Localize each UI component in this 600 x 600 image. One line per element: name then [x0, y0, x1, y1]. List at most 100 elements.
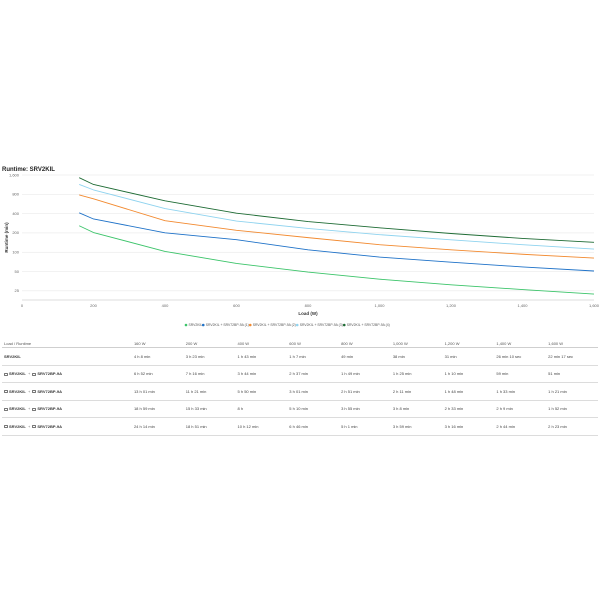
runtime-cell: 3 h 8 min — [390, 400, 443, 418]
plus-sign: + — [26, 406, 32, 412]
legend-label: SRV2KIL + SRV72BP-9A (1) — [206, 323, 249, 327]
x-tick-label: 1,000 — [374, 303, 385, 308]
runtime-cell: 1 h 43 min — [235, 347, 288, 366]
runtime-cell: 3 h 59 min — [390, 417, 443, 436]
ups-unit-icon — [32, 390, 37, 394]
chart-title: Runtime: SRV2KIL — [2, 167, 55, 173]
table-header-label: Load / Runtime — [2, 339, 132, 348]
x-axis-title: Load (W) — [298, 311, 318, 316]
runtime-cell: 2 h 37 min — [287, 365, 340, 383]
legend-item-4[interactable]: SRV2KIL + SRV72BP-9A (3) — [295, 323, 343, 327]
runtime-cell: 1 h 49 min — [339, 365, 391, 383]
runtime-cell: 7 h 16 min — [183, 365, 236, 383]
legend-item-1[interactable]: SRV2KIL — [184, 323, 203, 327]
legend-label: SRV2KIL — [189, 323, 203, 327]
y-axis-ticks: 25 50 100 200 400 800 1,600 — [9, 172, 20, 293]
x-tick-label: 600 — [233, 303, 240, 308]
runtime-cell: 1 h 52 min — [546, 400, 598, 418]
runtime-cell: 5 h 10 min — [287, 400, 340, 418]
series-lines — [79, 177, 595, 295]
row-model-name: SRV2KIL — [9, 423, 26, 429]
runtime-cell: 2 h 51 min — [339, 382, 391, 401]
runtime-cell: 6 h 46 min — [287, 417, 340, 436]
table-header-load: 1,400 W — [494, 339, 547, 348]
row-config-cell: SRV2KIL + SRV72BP-9A — [2, 382, 132, 401]
runtime-cell: 15 h 33 min — [183, 400, 236, 418]
series-line-2 — [79, 212, 595, 272]
runtime-cell: 31 min — [442, 347, 495, 366]
runtime-cell: 13 h 01 min — [131, 382, 184, 401]
table-header-load: 1,200 W — [442, 339, 495, 348]
ups-unit-icon — [32, 407, 37, 411]
row-addon-name: SRV72BP-9A — [37, 406, 62, 412]
runtime-cell: 51 min — [546, 365, 598, 383]
table-header-load: 400 W — [235, 339, 288, 348]
table-body: SRV2KIL 4 h 8 min 3 h 23 min 1 h 43 min 1 h … — [2, 347, 598, 436]
row-config-cell: SRV2KIL — [2, 347, 132, 366]
ups-unit-icon — [32, 425, 37, 429]
y-tick-label: 100 — [12, 250, 19, 255]
y-tick-label: 800 — [12, 192, 19, 197]
table-row: SRV2KIL + SRV72BP-9A 24 h 14 min 18 h 51 m… — [2, 417, 598, 436]
runtime-cell: 22 min 17 sec — [546, 347, 598, 366]
runtime-cell: 1 h 33 min — [494, 382, 547, 401]
table-header-load: 600 W — [287, 339, 340, 348]
legend-item-5[interactable]: SRV2KIL + SRV72BP-9A (4) — [342, 323, 390, 327]
row-model-name: SRV2KIL — [4, 353, 21, 359]
runtime-cell: 1 h 21 min — [546, 382, 598, 401]
y-tick-label: 1,600 — [9, 172, 20, 177]
table-header-load: 800 W — [339, 339, 391, 348]
chart-legend: SRV2KIL SRV2KIL + SRV72BP-9A (1) SRV2KIL +… — [184, 323, 390, 327]
row-config-cell: SRV2KIL + SRV72BP-9A — [2, 417, 132, 436]
row-addon-name: SRV72BP-9A — [37, 388, 62, 394]
x-tick-label: 400 — [162, 303, 169, 308]
ups-unit-icon — [32, 372, 37, 376]
table-header-load: 1,600 W — [546, 339, 598, 348]
plus-sign: + — [26, 423, 32, 429]
legend-item-2[interactable]: SRV2KIL + SRV72BP-9A (1) — [201, 323, 249, 327]
table-row: SRV2KIL 4 h 8 min 3 h 23 min 1 h 43 min 1 h … — [2, 347, 598, 366]
row-config-cell: SRV2KIL + SRV72BP-9A — [2, 400, 132, 418]
legend-swatch — [295, 323, 299, 327]
x-tick-label: 1,600 — [589, 303, 600, 308]
series-line-4 — [79, 184, 595, 250]
runtime-cell: 1 h 48 min — [442, 382, 495, 401]
table-row: SRV2KIL + SRV72BP-9A 13 h 01 min 11 h 21 m… — [2, 382, 598, 401]
legend-label: SRV2KIL + SRV72BP-9A (2) — [253, 323, 296, 327]
legend-swatch — [248, 323, 252, 327]
chart-grid — [22, 174, 594, 301]
row-config-cell: SRV2KIL + SRV72BP-9A — [2, 365, 132, 383]
series-line-1 — [79, 225, 595, 295]
runtime-cell: 49 min — [339, 347, 391, 366]
runtime-cell: 2 h 9 min — [494, 400, 547, 418]
plus-sign: + — [26, 388, 32, 394]
legend-item-3[interactable]: SRV2KIL + SRV72BP-9A (2) — [248, 323, 296, 327]
runtime-cell: 2 h 11 min — [390, 382, 443, 401]
series-line-5 — [79, 177, 595, 243]
row-addon-name: SRV72BP-9A — [37, 371, 62, 377]
runtime-cell: 2 h 33 min — [442, 400, 495, 418]
runtime-cell: 6 h 52 min — [131, 365, 184, 383]
y-tick-label: 50 — [15, 269, 20, 274]
runtime-cell: 8 h — [235, 400, 288, 418]
row-model-name: SRV2KIL — [9, 371, 26, 377]
y-tick-label: 25 — [15, 288, 20, 293]
runtime-cell: 4 h 8 min — [131, 347, 184, 366]
runtime-cell: 59 min — [494, 365, 547, 383]
legend-swatch — [184, 323, 188, 327]
x-tick-label: 200 — [90, 303, 97, 308]
runtime-cell: 2 h 44 min — [494, 417, 547, 436]
x-tick-label: 1,200 — [446, 303, 457, 308]
runtime-cell: 1 h 10 min — [442, 365, 495, 383]
x-tick-label: 1,400 — [517, 303, 528, 308]
runtime-cell: 2 h 23 min — [546, 417, 598, 436]
table-row: SRV2KIL + SRV72BP-9A 6 h 52 min 7 h 16 min… — [2, 365, 598, 383]
ups-unit-icon — [4, 372, 8, 376]
runtime-cell: 24 h 14 min — [131, 417, 184, 436]
x-axis-ticks: 0 200 400 600 800 1,000 1,200 1,400 1,600 — [21, 303, 600, 308]
runtime-chart: 25 50 100 200 400 800 1,600 0 200 400 600 800 1,000… — [4, 172, 600, 327]
runtime-cell: 38 min — [390, 347, 443, 366]
y-axis-title: Runtime (min) — [4, 222, 9, 253]
